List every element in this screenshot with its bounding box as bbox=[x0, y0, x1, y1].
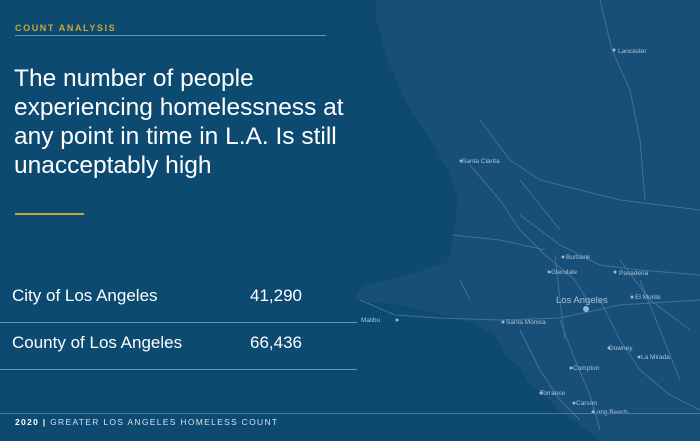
map-roads bbox=[359, 0, 700, 431]
section-divider bbox=[15, 35, 326, 36]
stat-label: County of Los Angeles bbox=[12, 333, 183, 352]
map-label-el-monte: El Monte bbox=[635, 294, 661, 301]
footer-year: 2020 bbox=[15, 417, 40, 427]
footer: 2020 | GREATER LOS ANGELES HOMELESS COUN… bbox=[15, 417, 278, 427]
map-label-santa-clarita: Santa Clarita bbox=[462, 158, 500, 165]
map-label-santa-monica: Santa Monica bbox=[506, 319, 546, 326]
stat-value: 41,290 bbox=[250, 286, 302, 305]
footer-separator: | bbox=[42, 417, 47, 427]
headline: The number of people experiencing homele… bbox=[14, 65, 344, 179]
footer-title: GREATER LOS ANGELES HOMELESS COUNT bbox=[50, 417, 279, 427]
map-label-compton: Compton bbox=[573, 365, 600, 372]
map-label-lancaster: Lancaster bbox=[618, 48, 647, 55]
accent-divider bbox=[15, 213, 84, 215]
map-label-torrance: Torrance bbox=[540, 390, 566, 397]
stat-row-city: City of Los Angeles 41,290 bbox=[0, 275, 357, 321]
stat-divider bbox=[0, 369, 357, 370]
map-label-glendale: Glendale bbox=[551, 269, 577, 276]
map-city-dots bbox=[395, 48, 641, 414]
map-label-burbank: Burbank bbox=[566, 254, 591, 261]
stat-row-county: County of Los Angeles 66,436 bbox=[0, 322, 357, 368]
footer-divider bbox=[0, 413, 700, 414]
section-label: COUNT ANALYSIS bbox=[15, 23, 117, 33]
map-label-los-angeles: Los Angeles bbox=[556, 295, 608, 306]
stat-label: City of Los Angeles bbox=[12, 286, 158, 305]
map-label-pasadena: Pasadena bbox=[619, 270, 649, 277]
map-label-la-mirada: La Mirada bbox=[641, 354, 670, 361]
map-label-malibu: Malibu bbox=[361, 317, 381, 324]
map-label-carson: Carson bbox=[576, 400, 597, 407]
stat-value: 66,436 bbox=[250, 333, 302, 352]
stat-divider bbox=[0, 322, 357, 323]
map-label-long-beach: Long Beach bbox=[593, 409, 628, 416]
map-label-downey: Downey bbox=[609, 345, 633, 352]
